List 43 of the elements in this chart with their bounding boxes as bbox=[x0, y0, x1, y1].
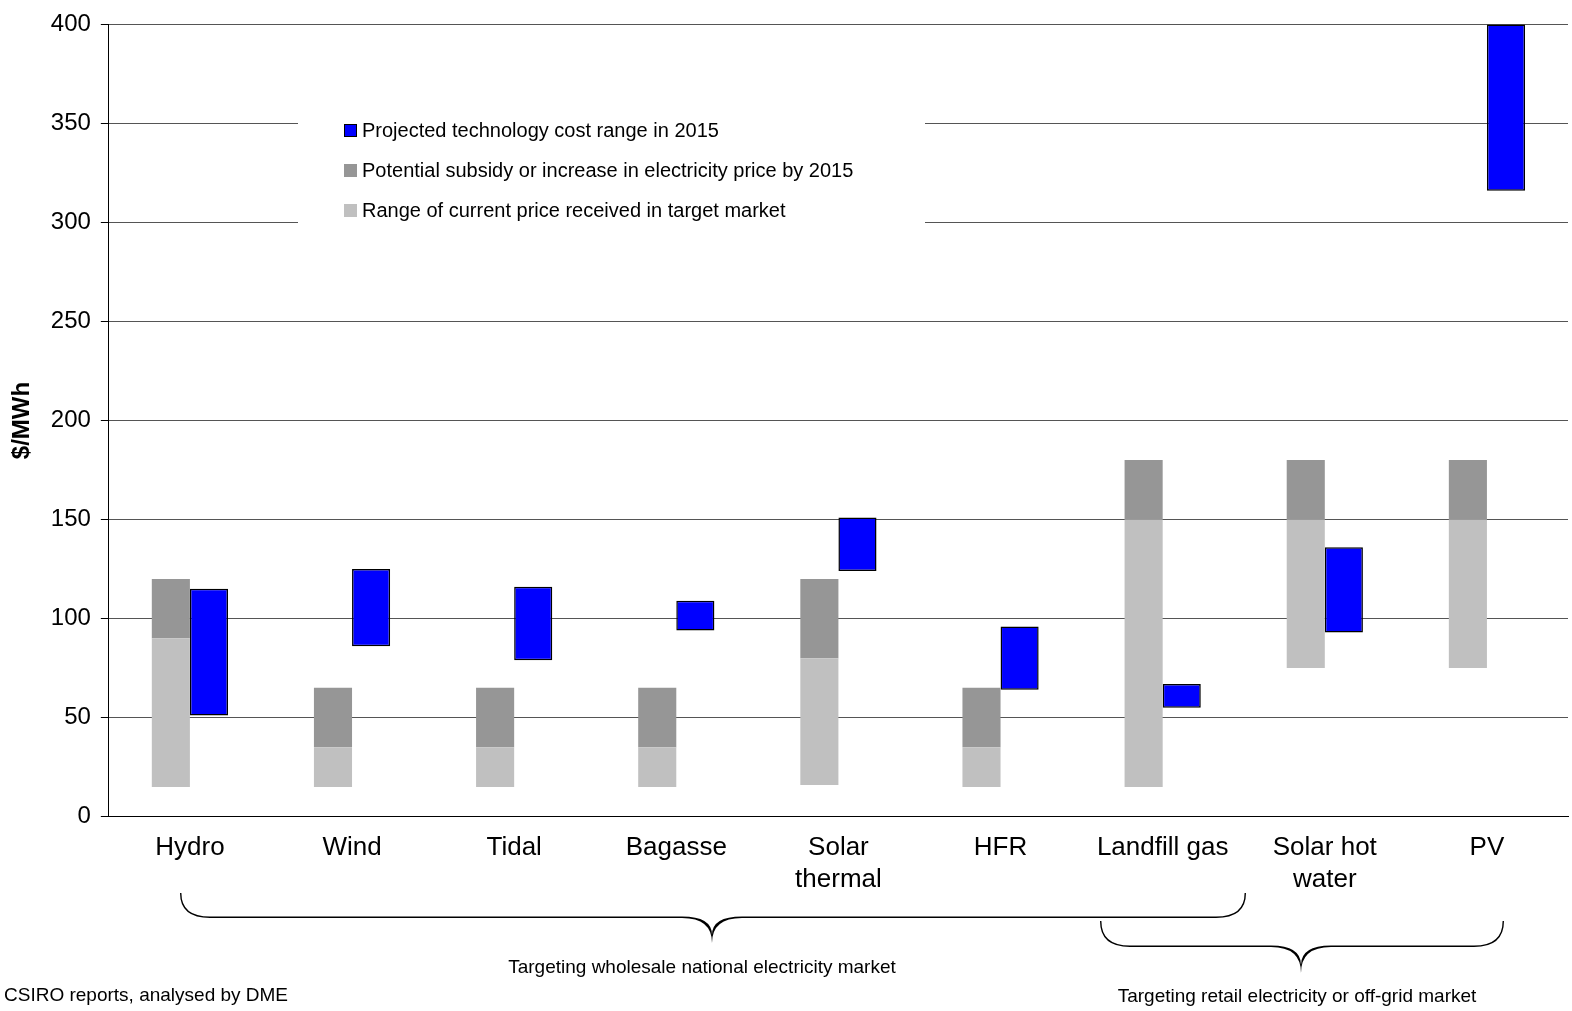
bar bbox=[313, 687, 353, 748]
y-tick-label: 100 bbox=[50, 603, 91, 631]
bar bbox=[1124, 519, 1163, 787]
bar bbox=[800, 578, 839, 659]
y-tick-label: 200 bbox=[50, 405, 91, 433]
bar bbox=[476, 747, 515, 787]
bar bbox=[1286, 519, 1325, 669]
x-tick-label: Solar hot water bbox=[1272, 831, 1378, 893]
bar bbox=[962, 747, 1001, 787]
bar bbox=[1124, 460, 1163, 520]
y-tick-label: 400 bbox=[50, 9, 91, 37]
y-tick-label: 300 bbox=[50, 207, 91, 235]
y-tick-label: 250 bbox=[50, 306, 91, 334]
text: Targeting retail electricity or off-grid market bbox=[1117, 985, 1477, 1007]
x-tick-label: PV bbox=[1469, 831, 1505, 862]
x-tick-label: HFR bbox=[973, 831, 1028, 862]
y-tick-label: 150 bbox=[50, 504, 91, 532]
legend-label: Projected technology cost range in 2015 bbox=[362, 118, 719, 142]
bar bbox=[1286, 460, 1325, 520]
text: CSIRO reports, analysed by DME bbox=[4, 984, 289, 1006]
x-tick-label: Hydro bbox=[155, 831, 225, 862]
x-tick-label: Landfill gas bbox=[1096, 831, 1229, 862]
legend-label: Potential subsidy or increase in electricity price by 2015 bbox=[362, 158, 854, 182]
y-axis-title: $/MWh bbox=[7, 381, 35, 460]
y-tick-label: 50 bbox=[64, 702, 91, 730]
bar bbox=[638, 747, 677, 787]
x-tick-label: Wind bbox=[322, 831, 382, 862]
bar bbox=[151, 578, 190, 639]
bar bbox=[151, 638, 190, 787]
bar bbox=[1448, 519, 1487, 669]
y-tick-label: 350 bbox=[50, 108, 91, 136]
bar bbox=[476, 687, 515, 748]
bar bbox=[962, 687, 1001, 748]
x-tick-label: Solar thermal bbox=[795, 831, 882, 893]
bar bbox=[1448, 460, 1487, 520]
text: Targeting wholesale national electricity market bbox=[508, 956, 896, 978]
bar bbox=[638, 687, 677, 748]
bar bbox=[800, 658, 839, 785]
y-tick-label: 0 bbox=[77, 801, 91, 829]
bar bbox=[313, 747, 353, 787]
x-tick-label: Tidal bbox=[486, 831, 542, 862]
legend-label: Range of current price received in target market bbox=[362, 198, 786, 222]
x-tick-label: Bagasse bbox=[625, 831, 727, 862]
